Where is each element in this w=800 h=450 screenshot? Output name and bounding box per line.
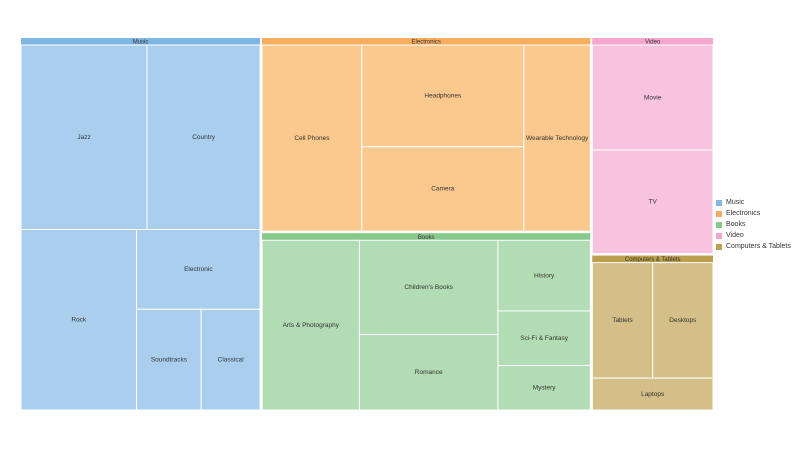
legend-swatch-electronics (716, 210, 722, 217)
tile-label-romance: Romance (415, 369, 443, 376)
group-header-books (262, 233, 591, 241)
group-video: Video Movie TV (590, 36, 715, 256)
tile-desktops[interactable] (652, 262, 714, 379)
tile-label-cell-phones: Cell Phones (294, 135, 330, 142)
tile-label-arts-photography: Arts & Photography (283, 322, 340, 329)
group-electronics: Electronics Cell Phones Headphones Camera We… (260, 36, 593, 234)
legend-item-computers-tablets[interactable]: Computers & Tablets (716, 241, 791, 252)
group-label-electronics: Electronics (412, 40, 441, 46)
legend: Music Electronics Books Video Computers & Ta… (716, 197, 791, 252)
legend-swatch-books (716, 221, 722, 228)
tile-tablets[interactable] (591, 262, 654, 379)
group-books: Books Arts & Photography Children's Books R… (260, 231, 593, 412)
legend-label-books: Books (726, 221, 746, 228)
group-header-video (592, 38, 713, 45)
tile-label-classical: Classical (218, 356, 245, 363)
tile-label-rock: Rock (71, 316, 87, 323)
legend-item-video[interactable]: Video (716, 230, 791, 241)
tile-label-jazz: Jazz (77, 134, 90, 141)
legend-label-video: Video (726, 232, 744, 239)
tile-label-laptops: Laptops (641, 391, 665, 398)
group-header-electronics (262, 38, 591, 45)
legend-item-books[interactable]: Books (716, 219, 791, 230)
tile-label-camera: Camera (431, 186, 455, 193)
tile-classical[interactable] (200, 308, 261, 411)
tile-label-electronic: Electronic (184, 266, 213, 273)
group-label-computers-tablets: Computers & Tablets (625, 257, 681, 263)
tile-label-soundtracks: Soundtracks (151, 356, 188, 363)
tile-movie[interactable] (591, 44, 714, 151)
group-header-music (21, 38, 261, 45)
tile-romance[interactable] (358, 334, 499, 411)
tile-label-tablets: Tablets (612, 317, 633, 324)
tile-label-children-s-books: Children's Books (404, 284, 453, 291)
legend-swatch-music (716, 199, 722, 206)
tile-label-history: History (534, 272, 555, 279)
legend-swatch-video (716, 232, 722, 239)
tile-children-s-books[interactable] (358, 239, 499, 336)
legend-label-electronics: Electronics (726, 210, 761, 217)
legend-item-electronics[interactable]: Electronics (716, 208, 791, 219)
legend-label-computers-tablets: Computers & Tablets (726, 243, 791, 250)
tile-label-mystery: Mystery (533, 384, 557, 391)
tile-country[interactable] (146, 44, 261, 231)
group-label-books: Books (418, 235, 435, 241)
group-label-video: Video (645, 40, 661, 46)
group-music: Music Jazz Country Rock Electronic Soundtrack… (19, 36, 263, 412)
group-header-computers-tablets (592, 255, 713, 263)
tile-label-country: Country (192, 134, 216, 141)
tile-label-tv: TV (649, 199, 658, 206)
tile-label-headphones: Headphones (424, 93, 462, 100)
tile-wearable-technology[interactable] (523, 44, 591, 232)
group-computers-tablets: Computers & Tablets Tablets Desktops Laptop… (590, 253, 715, 412)
tile-soundtracks[interactable] (136, 308, 202, 411)
tile-camera[interactable] (361, 146, 525, 232)
tile-label-wearable-technology: Wearable Technology (526, 135, 589, 142)
tile-label-desktops: Desktops (669, 317, 697, 324)
tile-tv[interactable] (591, 149, 714, 255)
tile-laptops[interactable] (591, 377, 714, 411)
tile-history[interactable] (497, 239, 591, 312)
tile-arts-photography[interactable] (261, 239, 360, 411)
legend-label-music: Music (726, 199, 745, 206)
tile-headphones[interactable] (361, 44, 525, 148)
tile-jazz[interactable] (20, 44, 148, 231)
tile-electronic[interactable] (136, 229, 261, 310)
tile-label-sci-fi-fantasy: Sci-Fi & Fantasy (520, 335, 568, 342)
tile-label-movie: Movie (644, 94, 662, 101)
tile-rock[interactable] (20, 229, 138, 411)
tile-cell-phones[interactable] (261, 44, 363, 232)
tile-sci-fi-fantasy[interactable] (497, 310, 591, 367)
legend-item-music[interactable]: Music (716, 197, 791, 208)
group-label-music: Music (133, 40, 149, 46)
legend-swatch-computers-tablets (716, 243, 722, 250)
